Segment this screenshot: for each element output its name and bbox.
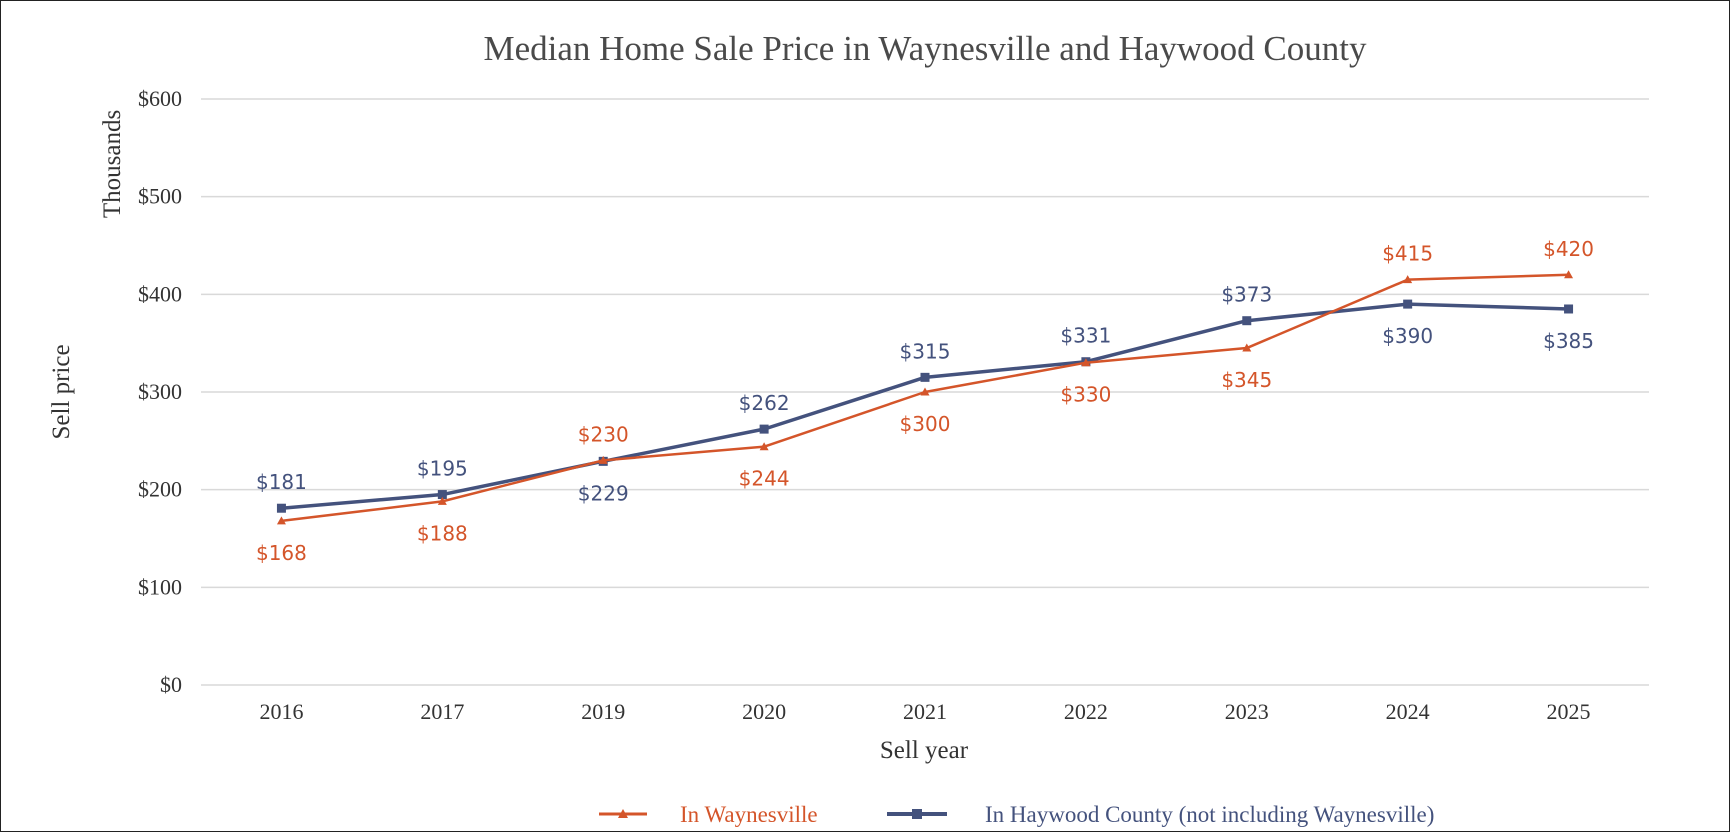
x-tick-label: 2020 — [742, 699, 786, 724]
data-label-waynesville: $188 — [417, 521, 468, 545]
legend-label-haywood-county: In Haywood County (not including Waynesv… — [985, 802, 1434, 827]
y-tick-label: $300 — [138, 379, 182, 404]
data-point-haywood-county — [1564, 304, 1574, 314]
data-label-haywood-county: $262 — [739, 391, 790, 415]
data-point-waynesville — [276, 516, 286, 525]
series-layer — [276, 270, 1574, 525]
data-label-waynesville: $330 — [1060, 383, 1111, 407]
data-point-haywood-county — [759, 424, 769, 434]
y-unit-label: Thousands — [99, 110, 126, 218]
data-label-haywood-county: $181 — [256, 470, 307, 494]
x-tick-label: 2017 — [420, 699, 464, 724]
data-point-waynesville — [759, 442, 769, 451]
data-label-haywood-county: $373 — [1221, 283, 1272, 307]
data-point-waynesville — [1242, 343, 1252, 352]
y-tick-label: $0 — [160, 672, 182, 697]
y-tick-label: $600 — [138, 86, 182, 111]
data-labels: $181 $195 $229 $262 $315 $331 $373 $390 $385 $168… — [256, 237, 1594, 565]
data-label-waynesville: $244 — [739, 467, 790, 491]
x-tick-label: 2016 — [259, 699, 303, 724]
data-label-waynesville: $345 — [1221, 368, 1272, 392]
data-label-waynesville: $415 — [1382, 242, 1433, 266]
data-point-waynesville — [437, 496, 447, 505]
data-label-haywood-county: $229 — [578, 481, 629, 505]
data-label-waynesville: $230 — [578, 422, 629, 446]
x-tick-label: 2021 — [903, 699, 947, 724]
data-point-waynesville — [1081, 358, 1091, 367]
legend-marker-haywood-county — [912, 809, 922, 819]
legend-marker-waynesville — [618, 809, 628, 818]
data-point-haywood-county — [1242, 316, 1252, 326]
y-tick-label: $500 — [138, 184, 182, 209]
data-point-waynesville — [920, 387, 930, 396]
x-axis-label: Sell year — [880, 737, 969, 764]
data-point-haywood-county — [1403, 299, 1413, 309]
y-tick-label: $100 — [138, 574, 182, 599]
x-axis-ticks: 2016 2017 2019 2020 2021 2022 2023 2024 2025 — [259, 699, 1590, 724]
y-tick-label: $400 — [138, 281, 182, 306]
data-point-haywood-county — [920, 372, 930, 382]
legend-label-waynesville: In Waynesville — [680, 802, 818, 827]
y-axis-label: Sell price — [48, 344, 75, 439]
data-label-waynesville: $168 — [256, 541, 307, 565]
x-tick-label: 2023 — [1225, 699, 1269, 724]
x-tick-label: 2019 — [581, 699, 625, 724]
data-point-haywood-county — [437, 490, 447, 500]
data-point-waynesville — [1564, 270, 1574, 279]
data-point-waynesville — [598, 455, 608, 464]
series-line-waynesville — [281, 273, 1569, 523]
y-tick-label: $200 — [138, 477, 182, 502]
x-tick-label: 2025 — [1547, 699, 1591, 724]
legend-item-haywood-county: In Haywood County (not including Waynesv… — [887, 802, 1434, 827]
data-label-haywood-county: $195 — [417, 457, 468, 481]
data-label-waynesville: $420 — [1543, 237, 1594, 261]
data-point-haywood-county — [276, 503, 286, 513]
data-label-waynesville: $300 — [900, 412, 951, 436]
data-label-haywood-county: $390 — [1382, 324, 1433, 348]
x-tick-label: 2022 — [1064, 699, 1108, 724]
data-label-haywood-county: $385 — [1543, 329, 1594, 353]
gridlines — [201, 98, 1649, 686]
data-point-waynesville — [1403, 275, 1413, 284]
data-label-haywood-county: $315 — [900, 339, 951, 363]
legend: In Waynesville In Haywood County (not in… — [599, 802, 1434, 827]
x-tick-label: 2024 — [1386, 699, 1430, 724]
legend-item-waynesville: In Waynesville — [599, 802, 818, 827]
chart-title: Median Home Sale Price in Waynesville an… — [483, 29, 1367, 68]
series-line-haywood-county — [281, 302, 1569, 510]
y-axis-ticks: $0 $100 $200 $300 $400 $500 $600 — [138, 86, 182, 697]
data-label-haywood-county: $331 — [1060, 324, 1111, 348]
